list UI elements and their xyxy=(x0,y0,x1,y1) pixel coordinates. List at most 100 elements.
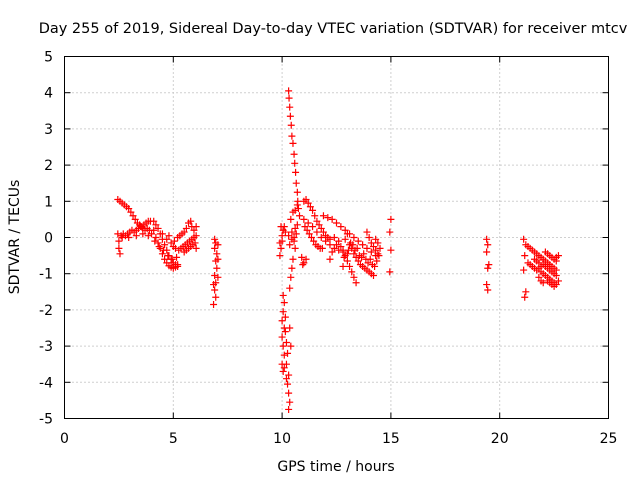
data-point xyxy=(280,364,288,372)
data-point xyxy=(278,317,286,325)
x-tick-label: 5 xyxy=(169,431,178,447)
data-point xyxy=(313,217,321,225)
data-point xyxy=(535,259,543,267)
data-point xyxy=(317,234,325,241)
data-point xyxy=(302,255,310,263)
data-point xyxy=(367,248,375,256)
y-axis-label: SDTVAR / TECUs xyxy=(7,180,23,295)
data-point xyxy=(350,273,358,281)
data-point xyxy=(330,234,338,241)
data-point xyxy=(484,264,492,272)
data-point xyxy=(369,272,377,280)
data-point xyxy=(285,405,293,413)
data-point xyxy=(118,234,126,241)
data-point xyxy=(302,195,310,203)
data-point xyxy=(337,243,345,251)
data-point xyxy=(168,255,176,263)
y-tick-label: -5 xyxy=(39,412,53,428)
data-point xyxy=(282,360,290,368)
data-point xyxy=(279,308,287,316)
data-point xyxy=(163,235,171,243)
data-point xyxy=(363,244,371,252)
data-point xyxy=(115,244,123,252)
data-point xyxy=(387,215,395,223)
data-point xyxy=(161,255,169,263)
data-point xyxy=(191,239,199,247)
data-point xyxy=(309,206,317,214)
data-point xyxy=(192,244,200,252)
data-point xyxy=(287,121,295,129)
data-point xyxy=(318,244,326,252)
data-point xyxy=(125,234,133,241)
data-point xyxy=(281,328,289,336)
data-point xyxy=(211,235,219,243)
data-point xyxy=(304,219,312,227)
data-point xyxy=(291,206,299,214)
y-tick-label: 5 xyxy=(44,50,53,66)
data-point xyxy=(319,228,327,236)
data-point xyxy=(285,94,293,102)
data-point xyxy=(313,228,321,236)
data-point xyxy=(365,234,373,241)
x-tick-label: 20 xyxy=(491,431,509,447)
y-tick-label: -2 xyxy=(39,303,53,319)
data-point xyxy=(210,281,218,289)
data-point xyxy=(211,286,219,294)
data-point xyxy=(282,375,290,383)
data-point xyxy=(277,244,285,252)
data-point xyxy=(341,226,349,234)
data-point xyxy=(363,228,371,236)
data-point xyxy=(139,230,147,238)
y-tick-label: 2 xyxy=(44,158,53,174)
data-point xyxy=(303,226,311,234)
data-point xyxy=(278,237,286,245)
data-point xyxy=(214,273,222,281)
data-point xyxy=(211,272,219,280)
y-tick-label: 1 xyxy=(44,194,53,210)
data-point xyxy=(354,237,362,245)
data-point xyxy=(281,313,289,321)
data-point xyxy=(281,228,289,236)
data-point xyxy=(182,224,190,232)
data-point xyxy=(350,250,358,258)
data-point xyxy=(287,342,295,350)
data-point xyxy=(299,261,307,269)
data-point xyxy=(289,255,297,263)
data-point xyxy=(328,215,336,223)
data-point xyxy=(292,230,300,238)
data-point xyxy=(294,205,302,213)
data-point xyxy=(544,277,552,285)
data-point xyxy=(348,268,356,276)
data-point xyxy=(291,159,299,167)
plot-area-frame xyxy=(64,56,609,419)
data-point xyxy=(284,380,292,388)
data-point xyxy=(483,281,491,289)
data-point xyxy=(484,241,492,249)
data-point xyxy=(284,349,292,357)
data-point xyxy=(306,203,314,211)
data-point xyxy=(349,241,357,249)
x-tick-label: 0 xyxy=(60,431,69,447)
data-point xyxy=(279,342,287,350)
data-point xyxy=(213,250,221,258)
data-point xyxy=(116,250,124,258)
data-point xyxy=(285,232,293,240)
data-point xyxy=(341,235,349,243)
data-point xyxy=(305,230,313,238)
data-point xyxy=(330,244,338,252)
y-tick-label: 3 xyxy=(44,122,53,138)
data-point xyxy=(214,255,222,263)
data-point xyxy=(150,226,158,234)
data-point xyxy=(286,241,294,249)
data-point xyxy=(372,246,380,254)
data-point xyxy=(129,212,137,220)
data-point xyxy=(521,293,529,301)
y-tick-label: 4 xyxy=(44,86,53,102)
data-point xyxy=(277,223,285,231)
y-tick-label: -1 xyxy=(39,267,53,283)
data-point xyxy=(358,253,366,261)
y-tick-label: -3 xyxy=(39,339,53,355)
data-point xyxy=(293,201,301,209)
data-point xyxy=(317,224,325,232)
